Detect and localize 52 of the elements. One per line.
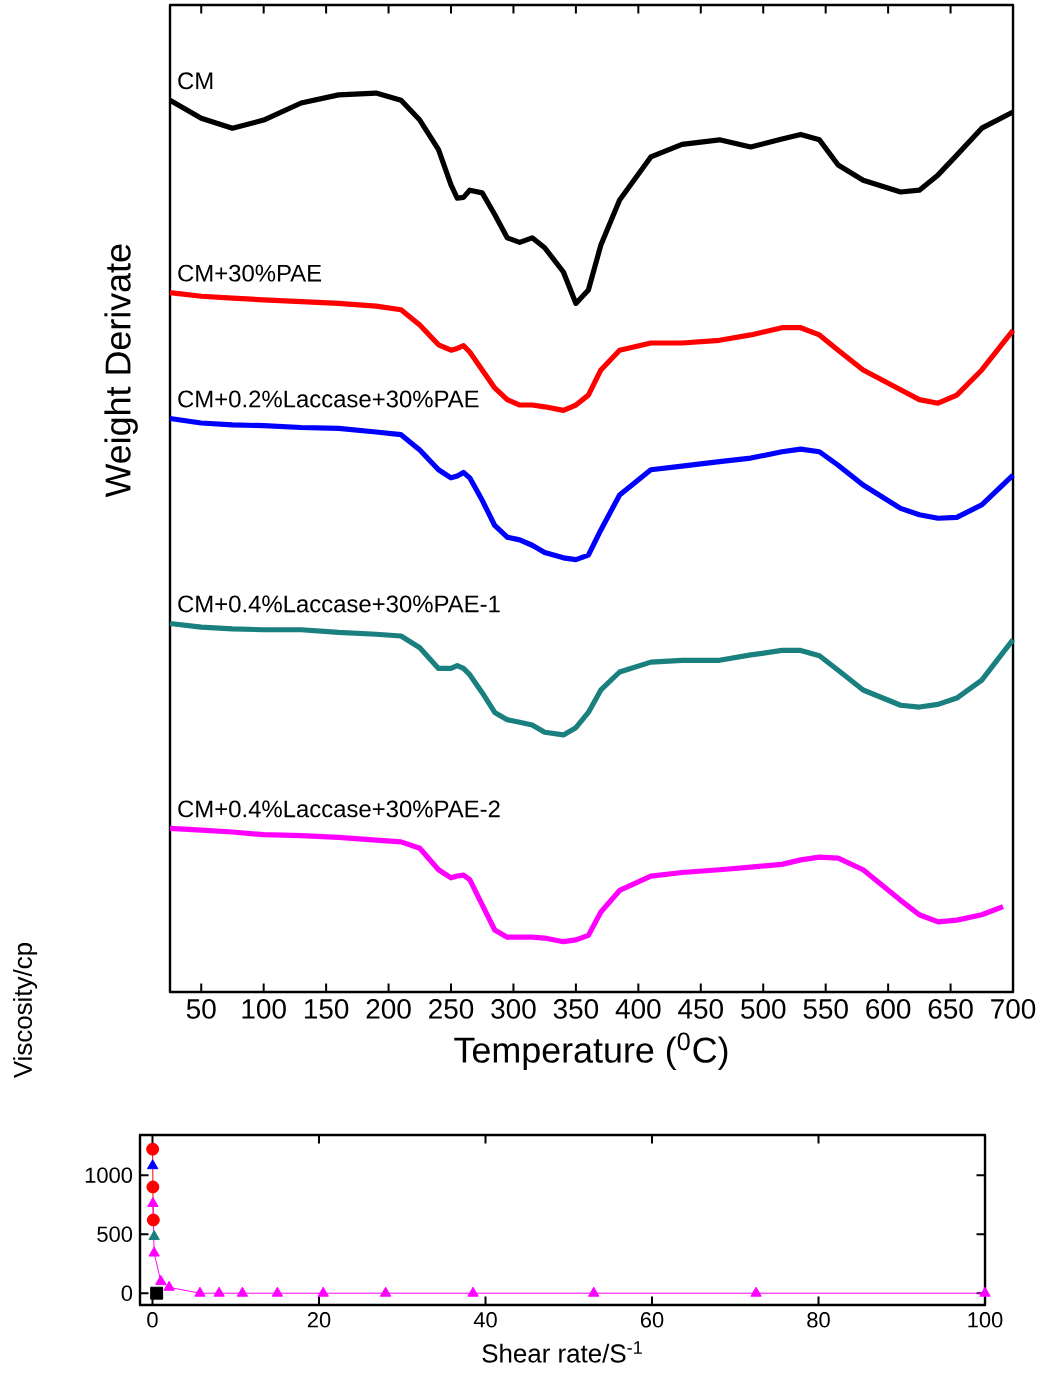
- point: [146, 1142, 160, 1156]
- series-label: CM: [178, 72, 213, 90]
- point: [146, 1159, 159, 1170]
- x-tick-label: 100: [242, 999, 286, 1019]
- x-tick-label: 150: [304, 999, 349, 1019]
- x-tick-label: 500: [741, 999, 786, 1019]
- x-axis-title: Shear rate/S$^{-1}$: [482, 1341, 642, 1363]
- x-tick-label: 20: [307, 1312, 331, 1328]
- point: [588, 1286, 600, 1297]
- x-tick-label: 700: [991, 999, 1036, 1019]
- x-tick-label: 60: [640, 1312, 664, 1328]
- y-tick-label: 500: [97, 1226, 133, 1242]
- y-tick-label: 0: [121, 1285, 133, 1301]
- point: [155, 1274, 167, 1285]
- x-tick-label: 0: [147, 1312, 158, 1328]
- y-axis-title: Weight Derivate: [104, 244, 138, 498]
- point: [194, 1286, 206, 1297]
- y-tick-label: 1000: [85, 1167, 133, 1183]
- point: [163, 1280, 175, 1291]
- x-tick-label: 400: [615, 999, 661, 1019]
- point: [467, 1286, 479, 1297]
- x-tick-label: 600: [866, 999, 911, 1019]
- point: [146, 1180, 160, 1194]
- point: [213, 1286, 225, 1297]
- x-tick-label: 450: [678, 999, 723, 1019]
- point: [150, 1286, 164, 1300]
- x-tick-label: 50: [186, 999, 216, 1019]
- y-axis-title: Viscosity/cp: [12, 943, 38, 1079]
- series-label: CM+30%PAE: [178, 264, 322, 282]
- point: [750, 1286, 762, 1297]
- x-tick-label: 40: [473, 1312, 497, 1328]
- series-label: CM+0.4%Laccase+30%PAE-1: [178, 595, 500, 613]
- x-tick-label: 80: [807, 1312, 830, 1328]
- series-label: CM+0.2%Laccase+30%PAE: [178, 390, 479, 408]
- x-tick-label: 300: [491, 999, 536, 1019]
- point: [236, 1286, 249, 1297]
- point: [317, 1286, 329, 1297]
- x-tick-label: 650: [928, 999, 973, 1019]
- x-tick-label: 550: [803, 999, 848, 1019]
- point: [271, 1286, 284, 1297]
- x-tick-label: 200: [366, 999, 411, 1019]
- point: [379, 1286, 392, 1297]
- x-tick-label: 250: [429, 999, 474, 1019]
- point: [148, 1246, 160, 1257]
- point: [146, 1213, 160, 1227]
- point: [147, 1197, 159, 1207]
- point: [148, 1230, 160, 1241]
- x-tick-label: 350: [553, 999, 599, 1019]
- x-tick-label: 100: [968, 1312, 1003, 1328]
- point: [979, 1286, 991, 1297]
- x-axis-title: Temperature ($^{0}$C): [454, 1032, 728, 1070]
- series-label: CM+0.4%Laccase+30%PAE-2: [178, 800, 500, 818]
